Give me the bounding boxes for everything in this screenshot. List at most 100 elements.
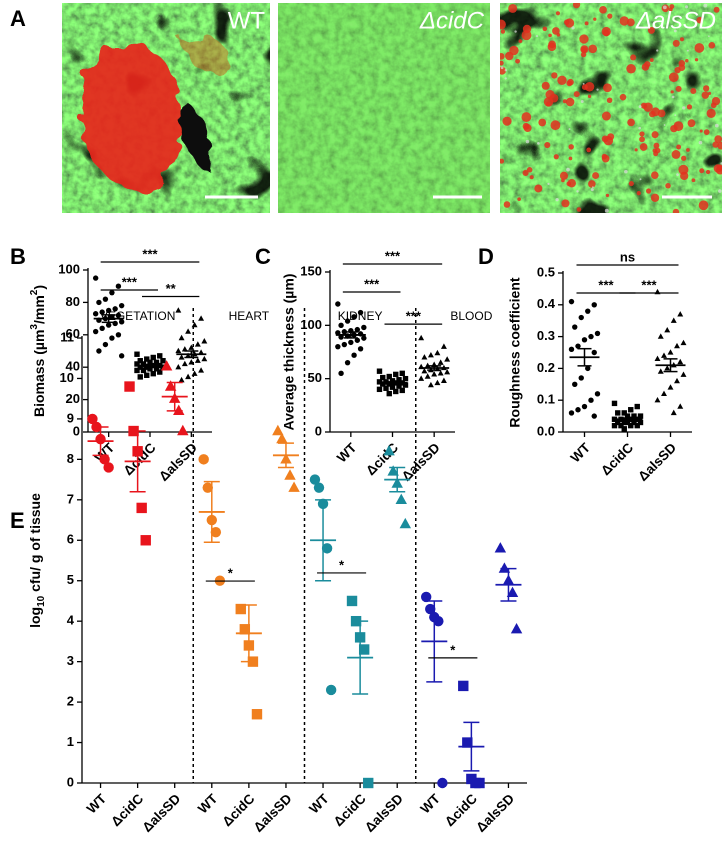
red-speck [587,94,592,99]
significance-label: *** [406,309,422,324]
data-point [137,364,143,370]
data-point [181,360,188,367]
data-point [175,347,182,354]
data-point [354,326,361,333]
red-speck [551,72,558,79]
data-point [474,777,485,789]
data-point [134,351,140,357]
red-speck [534,184,543,193]
data-point [201,338,208,344]
data-point [624,419,631,426]
red-speck [706,108,716,118]
significance-label: ** [166,281,177,296]
y-axis-label-part: /mm [31,295,47,324]
data-point [380,374,386,381]
data-point [137,374,143,380]
data-point [631,419,637,426]
x-tick-label: ΔalsSD [635,440,679,484]
data-point [96,299,102,306]
red-speck [601,111,611,121]
data-point [153,359,160,366]
x-tick-label: ΔalsSD [251,791,295,835]
y-tick-label: 7 [67,491,74,506]
red-speck [640,102,647,109]
data-point [134,361,140,367]
x-tick-label: ΔalsSD [139,791,183,835]
red-speck [626,63,636,74]
red-speck [628,180,634,187]
data-point [506,586,519,598]
red-speck [500,19,506,30]
data-point [628,407,634,413]
red-speck [517,197,521,201]
data-point [389,384,396,390]
x-tick-label: WT [84,791,110,817]
red-speck [523,124,532,133]
white-speck [720,162,722,165]
data-point [181,346,188,352]
red-speck [690,88,697,95]
data-point [624,413,631,419]
red-speck [651,171,659,179]
significance-label: *** [641,277,657,292]
y-tick-label: 8 [67,451,74,466]
data-point [399,517,412,529]
data-point [591,349,597,356]
significance-label: *** [385,248,401,263]
white-speck [686,49,689,52]
data-point [288,481,300,492]
white-speck [590,188,594,192]
data-point [585,365,591,372]
y-axis-label: log10 cfu/ g of tissue [27,493,47,628]
red-speck [521,30,532,41]
data-point [335,343,341,350]
y-tick-label: 0.4 [537,296,556,311]
red-speck [601,154,610,163]
white-speck [703,3,708,8]
data-point [667,349,674,355]
micrograph [278,3,490,213]
red-speck [500,29,506,34]
red-speck [500,53,505,60]
data-point [87,413,98,425]
data-point [594,330,601,337]
y-axis-label-part: 10 [36,595,47,607]
significance-label: *** [598,277,614,292]
data-point [510,623,523,634]
red-speck [639,143,648,151]
data-point [137,358,143,364]
data-point [424,373,431,379]
red-speck [701,91,710,99]
data-point [402,375,409,382]
biofilm-texture [278,3,490,213]
data-point [198,367,205,373]
red-speck [602,29,610,37]
data-point [498,562,511,573]
red-speck [639,136,645,143]
red-speck [714,135,722,143]
x-tick-label: ΔalsSD [473,791,517,835]
data-point [588,333,594,340]
y-tick-label: 0 [67,774,74,789]
white-speck [582,82,585,85]
red-speck [713,6,720,13]
significance-label: *** [364,276,380,291]
red-speck [538,118,547,127]
red-speck [502,116,512,126]
x-tick-label: WT [334,440,360,466]
data-point [150,370,156,377]
group-title: HEART [229,309,270,323]
data-point [440,377,447,383]
data-point [444,369,451,375]
y-tick-label: 50 [308,370,322,385]
red-speck [586,147,592,153]
y-tick-label: 0.3 [537,328,555,343]
white-speck [638,126,642,130]
data-point [157,369,163,375]
data-point [202,482,213,493]
data-point [402,382,409,388]
data-point [357,309,364,316]
data-point [194,357,201,363]
red-speck [712,141,719,148]
red-speck [665,182,671,189]
